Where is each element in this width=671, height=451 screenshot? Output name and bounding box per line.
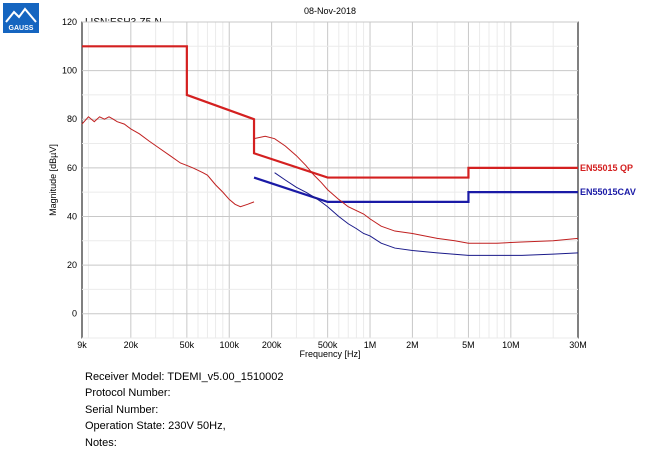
x-tick-label: 100k [219, 340, 239, 350]
meta-label: Protocol Number: [85, 387, 171, 400]
measurement-traces [81, 116, 579, 256]
limit-label-0: EN55015 QP [580, 163, 633, 173]
y-tick-labels: 0 20 40 60 80 100 120 [62, 17, 77, 319]
grid [82, 21, 578, 339]
trace-1-segment-0 [274, 172, 579, 256]
trace-0-segment-1 [253, 135, 579, 244]
meta-label: Notes: [85, 436, 117, 449]
meta-value: TDEMI_v5.00_1510002 [167, 371, 284, 383]
plot-area [81, 21, 579, 339]
y-tick-label: 40 [67, 211, 77, 221]
mountain-icon [5, 7, 37, 23]
meta-row-receiver: Receiver Model: TDEMI_v5.00_1510002 [85, 369, 284, 385]
x-tick-label: 30M [569, 340, 587, 350]
x-tick-label: 10M [502, 340, 520, 350]
meta-row-protocol: Protocol Number: [85, 385, 284, 401]
emi-chart: GAUSS 08-Nov-2018 LISN:ESH3-Z5-N 9k20k50… [3, 3, 636, 359]
y-tick-label: 0 [72, 309, 77, 319]
limit-line-1 [253, 176, 578, 203]
y-tick-label: 100 [62, 66, 77, 76]
x-tick-label: 5M [462, 340, 475, 350]
x-tick-label: 200k [262, 340, 282, 350]
gauss-logo: GAUSS [3, 3, 39, 33]
limit-lines [82, 45, 578, 203]
trace-0-segment-0 [81, 116, 255, 208]
meta-label: Operation State: [85, 420, 166, 433]
y-tick-label: 60 [67, 163, 77, 173]
x-tick-label: 20k [124, 340, 139, 350]
y-tick-label: 20 [67, 260, 77, 270]
chart-date: 08-Nov-2018 [304, 6, 356, 16]
x-tick-label: 9k [77, 340, 87, 350]
meta-label: Receiver Model: [85, 371, 165, 383]
limit-line-0 [82, 45, 578, 179]
y-tick-label: 80 [67, 114, 77, 124]
x-tick-labels: 9k 20k 50k 100k 200k 500k 1M 2M 5M 10M 30M [77, 340, 587, 350]
meta-value: 230V 50Hz, [168, 420, 226, 433]
y-axis-label: Magnitude [dBµV] [48, 144, 58, 216]
x-tick-label: 50k [180, 340, 195, 350]
meta-row-notes: Notes: [85, 435, 284, 451]
meta-label: Serial Number: [85, 403, 159, 416]
meta-row-serial: Serial Number: [85, 402, 284, 418]
logo-text: GAUSS [9, 25, 34, 32]
limit-labels: EN55015 QP EN55015CAV [580, 163, 636, 197]
x-tick-label: 2M [406, 340, 419, 350]
meta-row-operation: Operation State: 230V 50Hz, [85, 418, 284, 434]
limit-label-1: EN55015CAV [580, 187, 636, 197]
y-tick-label: 120 [62, 17, 77, 27]
x-axis-label: Frequency [Hz] [299, 349, 360, 359]
measurement-info: Receiver Model: TDEMI_v5.00_1510002 Prot… [85, 369, 284, 451]
x-tick-label: 1M [364, 340, 377, 350]
x-tick-label: 500k [318, 340, 338, 350]
